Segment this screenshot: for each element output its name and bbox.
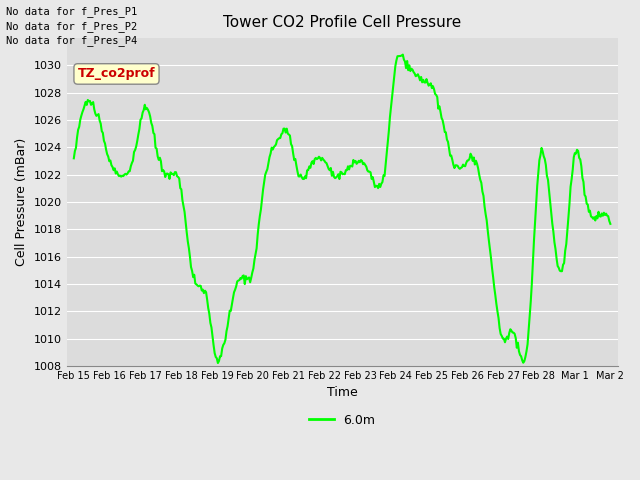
Text: No data for f_Pres_P4: No data for f_Pres_P4 — [6, 35, 138, 46]
Text: No data for f_Pres_P1: No data for f_Pres_P1 — [6, 6, 138, 17]
Legend: 6.0m: 6.0m — [303, 409, 381, 432]
X-axis label: Time: Time — [326, 386, 358, 399]
Text: TZ_co2prof: TZ_co2prof — [77, 68, 156, 81]
Y-axis label: Cell Pressure (mBar): Cell Pressure (mBar) — [15, 138, 28, 266]
Title: Tower CO2 Profile Cell Pressure: Tower CO2 Profile Cell Pressure — [223, 15, 461, 30]
Text: No data for f_Pres_P2: No data for f_Pres_P2 — [6, 21, 138, 32]
